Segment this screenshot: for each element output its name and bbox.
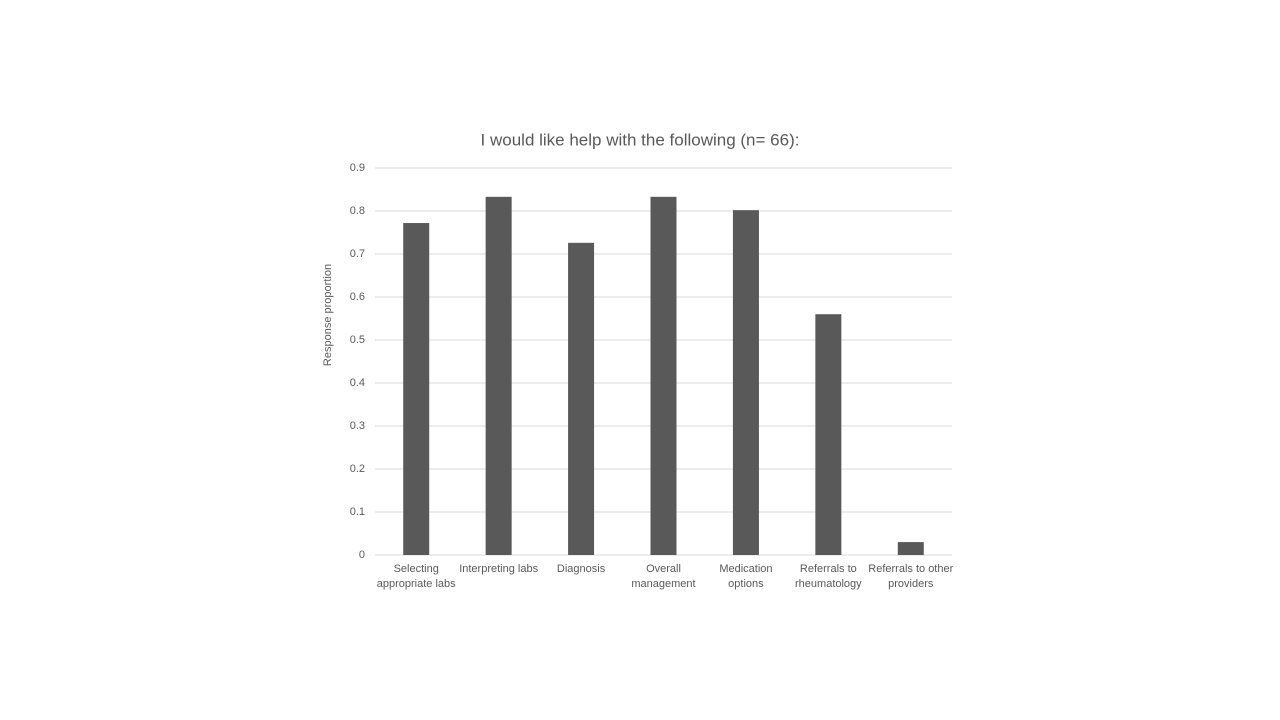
y-tick-label: 0.4 [350, 377, 365, 389]
bar [485, 196, 512, 555]
bar [650, 196, 677, 555]
y-tick-label: 0.3 [350, 420, 365, 432]
y-tick-label: 0.2 [350, 463, 365, 475]
y-tick-label: 0.6 [350, 291, 365, 303]
y-tick-label: 0.5 [350, 334, 365, 346]
y-tick-label: 0.1 [350, 506, 365, 518]
x-tick-label: Overall management [631, 563, 696, 590]
bar [403, 223, 430, 556]
y-tick-label: 0.9 [350, 162, 365, 174]
y-tick-label: 0 [359, 549, 365, 561]
x-tick-label: Referrals to rheumatology [795, 563, 862, 590]
chart-title: I would like help with the following (n=… [481, 130, 800, 149]
x-tick-label: Medication options [719, 563, 773, 590]
x-tick-label: Selecting appropriate labs [376, 563, 456, 590]
y-axis-label: Response proportion [322, 264, 334, 366]
x-tick-label: Diagnosis [556, 563, 606, 575]
x-tick-label: Interpreting labs [459, 563, 539, 575]
bar [568, 242, 595, 555]
bar [897, 542, 924, 555]
y-tick-label: 0.7 [350, 248, 365, 260]
x-tick-label: Referrals to other providers [868, 563, 954, 590]
bar [732, 210, 759, 555]
bar [815, 314, 842, 555]
y-tick-label: 0.8 [350, 205, 365, 217]
